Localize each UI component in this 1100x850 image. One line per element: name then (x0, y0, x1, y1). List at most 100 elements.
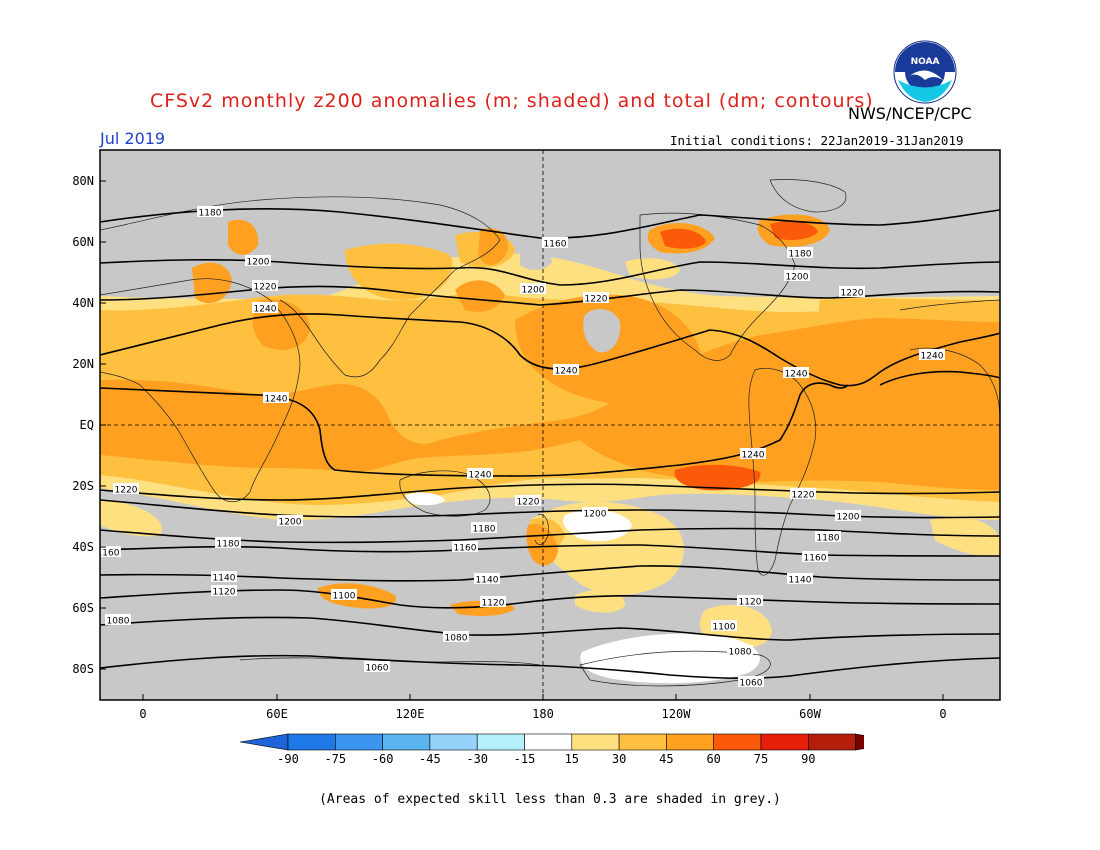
contour-label-bg (211, 585, 237, 596)
contour-label-bg (815, 531, 841, 542)
anomaly-45-60-indian-ocean (330, 426, 372, 466)
contour-label: 1240 (254, 305, 277, 315)
colorbar-swatch (382, 733, 431, 751)
grey-hole-n-pacific (583, 309, 621, 353)
contour-label-bg (467, 468, 493, 479)
contour-label-bg (737, 595, 763, 606)
colorbar-label: -60 (371, 752, 394, 766)
chart-title: CFSv2 monthly z200 anomalies (m; shaded)… (150, 90, 874, 112)
colorbar-swatch (855, 733, 864, 751)
contour-label-bg (113, 483, 139, 494)
anomaly-45-60-nw-pacific (478, 228, 509, 266)
contour-label-tropics: 1240 1240 1240 (263, 392, 766, 481)
contour-label-bg (542, 237, 568, 248)
contour-label-bg (277, 515, 303, 526)
contour-label-north: 1180 1160 1180 1200 1200 1200 1220 1220 1220 1240… (197, 206, 945, 380)
anomaly-45-60-aleutian (455, 280, 505, 312)
colorbar-label: -75 (324, 752, 347, 766)
colorbar-swatch (807, 733, 856, 751)
colorbar-swatch (666, 733, 714, 751)
contour-label: 1120 (739, 598, 762, 608)
contour-label: 1220 (254, 283, 277, 293)
contour-label: 1240 (921, 352, 944, 362)
colorbar-label: 75 (753, 752, 769, 766)
contour-label-bg (471, 522, 497, 533)
colorbar-label: 90 (801, 752, 816, 766)
contour-label-set: 1180 1160 1180 1200 1200 1200 1220 1220 1220 1240… (97, 206, 945, 689)
contour-label: 1160 (804, 554, 827, 564)
colorbar-swatch (239, 733, 289, 751)
longitude-label: 0 (939, 707, 947, 721)
contour-label: 1240 (265, 395, 288, 405)
colorbar-label: 60 (706, 752, 721, 766)
agency-label: NWS/NCEP/CPC (848, 104, 972, 123)
grey-hole-arctic-pacific (520, 249, 552, 270)
colorbar-label: 30 (611, 752, 627, 766)
longitude-label: 180 (532, 707, 554, 721)
contour-label-bg (711, 620, 737, 631)
latitude-label: EQ (79, 418, 94, 432)
contour-label: 1180 (217, 540, 240, 550)
contour-label: 1080 (107, 617, 130, 627)
colorbar-swatch (760, 733, 809, 751)
anomaly-15-30-s-atlantic (930, 516, 1000, 557)
colorbar-swatch (571, 733, 620, 751)
contour-label: 1140 (476, 576, 499, 586)
contour-label: 1100 (713, 623, 736, 633)
latitude-label: 40S (72, 540, 94, 554)
contour-label-bg (787, 573, 813, 584)
contour-label-bg (790, 488, 816, 499)
contour-label: 1180 (199, 209, 222, 219)
contour-label: 1220 (841, 289, 864, 299)
contour-label: 1160 (544, 240, 567, 250)
contour-label: 1200 (522, 286, 545, 296)
contour-label-bg (331, 589, 357, 600)
colorbar-swatch (287, 733, 336, 751)
contour-label: 1060 (366, 664, 389, 674)
contour-label: 1160 (454, 544, 477, 554)
contour-label: 1200 (247, 258, 270, 268)
colorbar-swatch (713, 733, 762, 751)
colorbar-swatch (524, 733, 573, 751)
latitude-label: 60N (72, 235, 94, 249)
colorbar-label: -45 (419, 752, 441, 766)
contour-label-bg (582, 507, 608, 518)
contour-label-bg (443, 631, 469, 642)
longitude-label: 60E (266, 707, 288, 721)
contour-label-bg (835, 510, 861, 521)
contour-label: 1100 (333, 592, 356, 602)
contour-label: 1200 (584, 510, 607, 520)
contour-label: 1160 (97, 549, 120, 559)
anomaly-near-zero-indian (405, 492, 445, 506)
contour-label: 1180 (789, 250, 812, 260)
contour-label: 1200 (786, 273, 809, 283)
noaa-logo: NOAA (893, 40, 957, 104)
latitude-label: 20S (72, 479, 94, 493)
anomaly-45-60-tropics (100, 318, 1000, 490)
contour-label-bg (515, 495, 541, 506)
latitude-label: 60S (72, 601, 94, 615)
contour-label-bg (245, 255, 271, 266)
longitude-label: 120E (395, 707, 425, 721)
contour-label-bg (919, 349, 945, 360)
contour-label-bg (211, 571, 237, 582)
contour-label-bg (452, 541, 478, 552)
contour-label: 1220 (585, 295, 608, 305)
contour-label-bg (480, 596, 506, 607)
latitude-label: 80S (72, 662, 94, 676)
contour-label: 1220 (792, 491, 815, 501)
contour-label-bg (474, 573, 500, 584)
colorbar-swatch (476, 733, 525, 751)
contour-label-bg (197, 206, 223, 217)
anomaly-45-60-nz (526, 523, 558, 566)
contour-label-bg (783, 367, 809, 378)
colorbar-label: 15 (564, 752, 580, 766)
skill-note: (Areas of expected skill less than 0.3 a… (319, 792, 781, 807)
contour-label: 1180 (473, 525, 496, 535)
contour-label: 1240 (785, 370, 808, 380)
contour-label-bg (583, 292, 609, 303)
latitude-label: 20N (72, 357, 94, 371)
noaa-logo-text: NOAA (911, 57, 940, 67)
contour-label: 1180 (817, 534, 840, 544)
